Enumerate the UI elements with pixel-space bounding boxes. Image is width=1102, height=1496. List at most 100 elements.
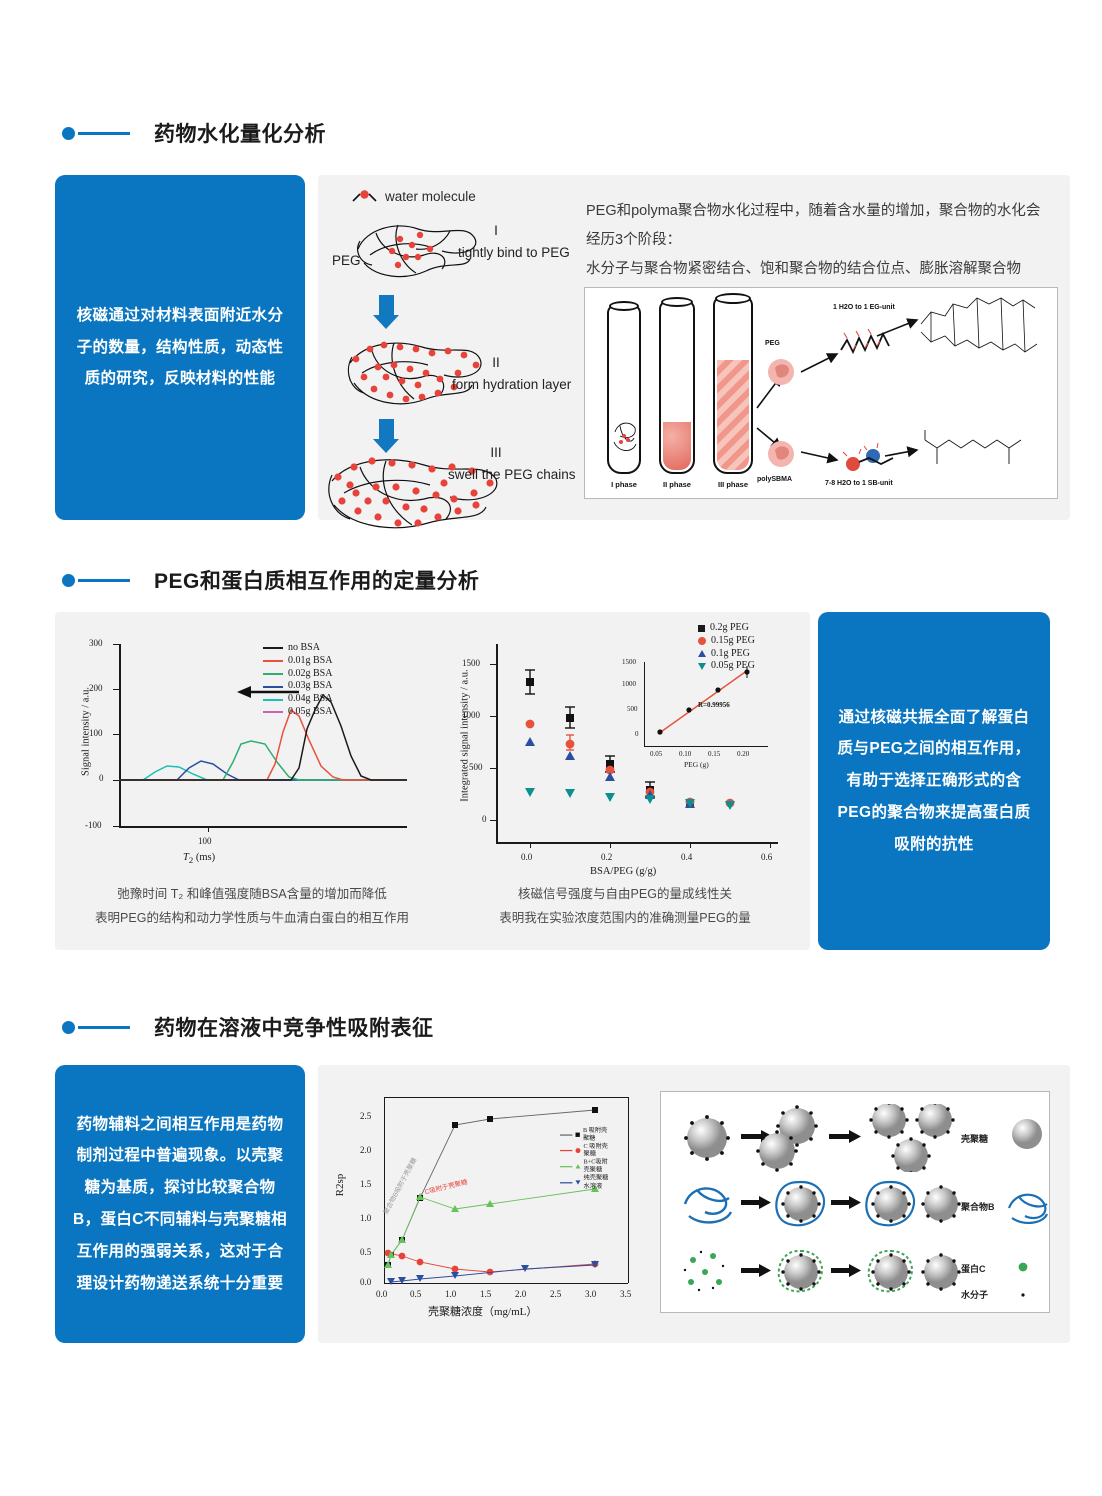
legend-item: 纯壳聚糖水溶液 <box>560 1175 611 1191</box>
callout-competitive: 药物辅料之间相互作用是药物制剂过程中普遍现象。以壳聚糖为基质，探讨比较聚合物B，… <box>55 1065 305 1343</box>
heading-rule <box>78 1025 130 1029</box>
legend-item: 0.04g BSA <box>263 693 332 706</box>
chart3-xtick: 1.0 <box>445 1289 457 1299</box>
paragraph-line: PEG和polyma聚合物水化过程中，随着含水量的增加，聚合物的水化会 <box>586 203 1041 219</box>
chart2-inset: 1500 1000 500 0 0.05 0.10 0.15 0.20 PEG … <box>598 658 780 770</box>
chart3-ytick: 0.0 <box>360 1277 372 1287</box>
stage-caption-3: swell the PEG chains <box>448 467 576 482</box>
peg-coil-stage2-icon <box>347 341 482 405</box>
tube-phase-label-1: I phase <box>611 480 637 489</box>
tube-label-peg: PEG <box>765 340 780 347</box>
chart1-legend: no BSA 0.01g BSA 0.02g BSA 0.03g BSA 0.0… <box>263 642 332 719</box>
legend-water-label: water molecule <box>385 189 476 204</box>
inset-xtick: 0.20 <box>737 750 750 758</box>
chart1-ytick: 300 <box>89 638 103 648</box>
legend-item: 0.2g PEG <box>698 622 755 635</box>
chart2-xtick: 0.6 <box>761 852 773 862</box>
tube-phase-label-3: III phase <box>717 480 748 489</box>
caption-left: 弛豫时间 T₂ 和峰值强度随BSA含量的增加而降低 表明PEG的结构和动力学性质… <box>67 882 437 931</box>
callout-text: 药物辅料之间相互作用是药物制剂过程中普遍现象。以壳聚糖为基质，探讨比较聚合物B，… <box>73 1115 287 1292</box>
stage-numeral-1: I <box>494 223 498 238</box>
section-heading-competitive: 药物在溶液中竞争性吸附表征 <box>62 1012 434 1042</box>
chart2-legend: 0.2g PEG 0.15g PEG 0.1g PEG 0.05g PEG <box>698 622 755 673</box>
inset-xtick: 0.15 <box>708 750 721 758</box>
legend-item: 0.03g BSA <box>263 680 332 693</box>
callout-text: 核磁通过对材料表面附近水分子的数量，结构性质，动态性质的研究，反映材料的性能 <box>76 306 284 388</box>
chart3-legend: B 吸附壳聚糖 C 吸附壳聚糖 B+C吸附壳聚糖 纯壳聚糖水溶液 <box>560 1127 611 1190</box>
caption-line: 核磁信号强度与自由PEG的量成线性关 <box>518 887 732 901</box>
hydration-paragraph: PEG和polyma聚合物水化过程中，随着含水量的增加，聚合物的水化会 经历3个… <box>586 197 1056 284</box>
inset-xtick: 0.05 <box>650 750 663 758</box>
water-molecule-icon <box>352 189 377 202</box>
chart3-ytick: 0.5 <box>360 1247 372 1257</box>
schematic-label-water: 水分子 <box>961 1290 989 1300</box>
chart2-xtick: 0.2 <box>601 852 613 862</box>
inset-xtick: 0.10 <box>679 750 692 758</box>
stage-numeral-3: III <box>490 445 502 460</box>
legend-water-molecule: water molecule <box>352 189 476 204</box>
chart3-xtick: 3.5 <box>620 1289 632 1299</box>
chart1-arrow-annotation <box>237 686 299 698</box>
chart3-xtick: 0.5 <box>410 1289 422 1299</box>
legend-item: 0.02g BSA <box>263 668 332 681</box>
bullet-dot-icon <box>62 126 75 140</box>
chart1-xlabel: T2 (ms) <box>183 852 216 866</box>
chart2-ytick: 1000 <box>462 710 480 720</box>
chart3-xtick: 3.0 <box>585 1289 597 1299</box>
legend-item: 0.1g PEG <box>698 648 755 661</box>
stage-caption-1: tightly bind to PEG <box>458 245 570 260</box>
chart2-yaxis <box>496 644 498 842</box>
caption-line: 表明我在实验浓度范围内的准确测量PEG的量 <box>499 911 751 926</box>
ratio-label-bottom: 7-8 H2O to 1 SB-unit <box>825 480 893 487</box>
heading-rule <box>78 131 130 135</box>
chart2-ytick: 500 <box>469 762 483 772</box>
inset-ytick: 500 <box>627 705 638 713</box>
schematic-card: 壳聚糖 <box>660 1091 1050 1313</box>
chart2-ytick: 0 <box>482 814 487 824</box>
section-title: PEG和蛋白质相互作用的定量分析 <box>154 570 480 593</box>
row-chitosan-icon <box>684 1104 955 1172</box>
chart-integrated-intensity: Integrated signal intensity / a.u. 1500 … <box>430 622 805 877</box>
heading-rule <box>78 578 130 582</box>
chart3-ytick: 1.5 <box>360 1179 372 1189</box>
row-polymerb-icon <box>683 1180 961 1227</box>
stage-numeral-2: II <box>492 355 500 370</box>
legend-item: 0.05g PEG <box>698 660 755 673</box>
section-heading-peg-protein: PEG和蛋白质相互作用的定量分析 <box>62 565 479 595</box>
inset-annotation: R=0.99956 <box>698 701 730 709</box>
chitosan-key-icon <box>1012 1119 1042 1149</box>
legend-item: B 吸附壳聚糖 <box>560 1127 611 1143</box>
chart-t2-distribution: Signal intensity / a.u. 300 200 100 0 -1… <box>63 630 413 870</box>
chart3-xtick: 0.0 <box>376 1289 388 1299</box>
panel-hydration: water molecule PEG I tightly bind to PEG <box>318 175 1070 529</box>
section-title: 药物在溶液中竞争性吸附表征 <box>154 1017 434 1040</box>
chart3-ytick: 1.0 <box>360 1213 372 1223</box>
chart2-xtick: 0.0 <box>521 852 533 862</box>
chart3-xaxis <box>384 1283 628 1285</box>
down-arrow-icon-1 <box>373 295 399 329</box>
chart1-xtick: 100 <box>198 836 212 846</box>
chart3-series <box>384 1107 599 1285</box>
inset-ytick: 1000 <box>622 680 636 688</box>
peg-label: PEG <box>332 253 361 268</box>
inset-fit <box>657 666 750 735</box>
paragraph-line: 经历3个阶段： <box>586 232 682 248</box>
chart1-ytick: 200 <box>89 683 103 693</box>
tube-phase-3 <box>713 293 753 474</box>
panel-competitive: R2sp 2.5 2.0 1.5 1.0 0.5 0.0 0.0 0.5 1.0… <box>318 1065 1070 1343</box>
chart2-xaxis <box>496 842 778 844</box>
tube-figure-card: I phase II phase III phase <box>584 287 1058 499</box>
legend-item: 0.01g BSA <box>263 655 332 668</box>
chart3-xtick: 2.0 <box>515 1289 527 1299</box>
down-arrow-icon-2 <box>373 419 399 453</box>
tube-phase-1 <box>607 301 641 474</box>
inset-xlabel: PEG (g) <box>684 760 709 769</box>
proteinc-key-icon <box>1018 1262 1028 1272</box>
chart3-xtick: 1.5 <box>480 1289 492 1299</box>
caption-right: 核磁信号强度与自由PEG的量成线性关 表明我在实验浓度范围内的准确测量PEG的量 <box>445 882 805 931</box>
ratio-label-top: 1 H2O to 1 EG-unit <box>833 304 895 311</box>
schematic-label-polymerb: 聚合物B <box>961 1202 995 1212</box>
bullet-dot-icon <box>62 573 75 587</box>
chart2-xtick: 0.4 <box>681 852 693 862</box>
